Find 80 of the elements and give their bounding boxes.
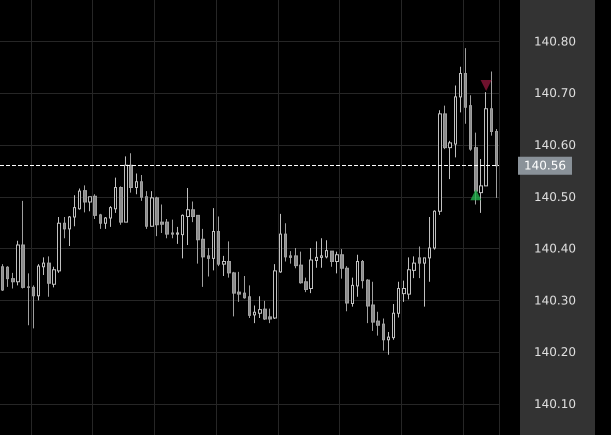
candlestick: [176, 226, 179, 244]
candlestick: [490, 70, 493, 136]
candlestick: [222, 255, 226, 277]
candlestick: [315, 240, 318, 268]
candlestick: [330, 250, 334, 268]
candlestick: [129, 152, 133, 194]
candlestick: [88, 196, 92, 212]
candlestick: [83, 184, 87, 213]
candlestick: [382, 318, 385, 352]
candlestick: [11, 272, 15, 289]
candlestick: [32, 284, 35, 329]
candlestick: [47, 256, 51, 298]
y-tick-label: 140.60: [534, 138, 576, 152]
candlestick: [279, 213, 282, 274]
candlestick: [171, 219, 174, 239]
candlestick: [443, 105, 447, 150]
candlestick: [6, 266, 9, 288]
y-tick-label: 140.50: [534, 190, 576, 204]
ref-line-label: 140.56: [524, 158, 566, 173]
candlestick: [289, 250, 292, 264]
candlestick: [140, 174, 143, 202]
candlestick: [104, 216, 107, 230]
candlestick: [464, 48, 467, 124]
y-tick-label: 140.70: [534, 86, 576, 100]
candlestick: [186, 187, 190, 246]
candlestick: [99, 213, 102, 230]
candlestick: [361, 259, 364, 289]
candlestick: [21, 200, 25, 289]
candlestick: [418, 246, 421, 279]
candlestick: [109, 206, 112, 228]
candlestick: [448, 140, 452, 180]
candlestick: [42, 256, 45, 276]
candlestick: [150, 190, 154, 228]
y-tick-label: 140.80: [534, 34, 576, 48]
candlestick: [212, 208, 215, 271]
candlestick: [181, 214, 184, 259]
candlestick: [433, 210, 436, 250]
candlestick: [37, 264, 40, 301]
candlestick: [428, 216, 431, 282]
candlestick: [124, 156, 128, 224]
candlestick: [438, 110, 442, 216]
candlestick: [145, 190, 148, 230]
candlestick: [258, 296, 262, 318]
candlestick: [1, 264, 4, 292]
candlestick: [325, 240, 328, 259]
candlestick: [423, 256, 426, 308]
candlestick: [73, 194, 76, 227]
candlestick: [397, 281, 400, 318]
candlestick: [495, 128, 498, 198]
candlestick: [114, 177, 117, 214]
candlestick: [27, 272, 30, 326]
y-tick-label: 140.20: [534, 345, 576, 360]
candlestick: [135, 172, 138, 195]
y-tick-label: 140.10: [534, 396, 576, 411]
candlestick: [253, 305, 256, 324]
candlestick: [459, 66, 462, 113]
candlestick: [387, 331, 390, 356]
candlestick: [273, 264, 277, 320]
candlestick: [474, 132, 478, 206]
y-tick-label: 140.30: [534, 293, 576, 308]
candlestick: [217, 216, 220, 267]
candlestick: [392, 303, 395, 340]
candlestick: [243, 276, 246, 300]
candlestick: [248, 284, 251, 318]
candlestick: [454, 84, 457, 158]
candlestick: [63, 216, 66, 239]
candlestick: [207, 248, 210, 278]
candlestick: [469, 94, 472, 152]
candlestick: [356, 254, 359, 298]
candlestick: [93, 194, 97, 220]
candlestick: [284, 222, 287, 262]
candlestick: [351, 277, 354, 308]
y-tick-label: 140.40: [534, 242, 576, 256]
candlestick: [68, 215, 71, 246]
candlestick: [119, 186, 123, 226]
candlestick: [16, 240, 20, 286]
candlestick: [78, 188, 81, 210]
candlestick: [320, 238, 323, 268]
candlestick: [335, 251, 339, 274]
candlestick: [309, 248, 313, 294]
